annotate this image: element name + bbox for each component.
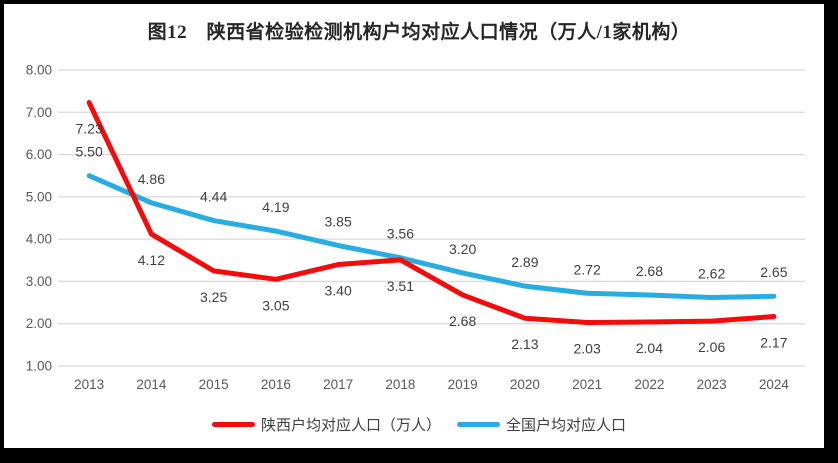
- x-tick-label: 2014: [136, 377, 167, 392]
- data-label-shaanxi: 3.05: [262, 297, 289, 313]
- data-label-shaanxi: 7.23: [76, 121, 103, 137]
- data-label-shaanxi: 2.17: [760, 335, 787, 351]
- x-tick-label: 2019: [448, 377, 478, 392]
- data-label-national: 3.20: [449, 241, 476, 257]
- data-label-shaanxi: 4.12: [138, 252, 165, 268]
- data-label-shaanxi: 2.03: [574, 340, 601, 356]
- national-line-swatch: [457, 422, 500, 427]
- data-label-national: 2.65: [760, 264, 787, 280]
- photo-border-top: [0, 0, 838, 4]
- y-tick-label: 5.00: [26, 189, 52, 204]
- photo-border-bottom: [0, 448, 838, 463]
- data-label-national: 2.62: [698, 265, 725, 281]
- data-label-national: 2.72: [574, 261, 601, 277]
- data-label-shaanxi: 2.06: [698, 339, 725, 355]
- legend-label-shaanxi: 陕西户均对应人口（万人）: [260, 417, 441, 434]
- data-label-shaanxi: 3.25: [200, 289, 227, 305]
- y-tick-label: 7.00: [26, 105, 52, 120]
- series-line-national: [86, 173, 777, 300]
- data-label-shaanxi: 2.04: [636, 340, 663, 356]
- x-tick-label: 2018: [385, 377, 415, 392]
- chart-title: 图12 陕西省检验检测机构户均对应人口情况（万人/1家机构）: [147, 22, 691, 43]
- data-label-national: 3.85: [325, 213, 352, 229]
- y-tick-label: 2.00: [26, 316, 52, 331]
- y-tick-label: 3.00: [26, 274, 52, 289]
- data-label-national: 4.86: [138, 171, 165, 187]
- legend-item-shaanxi: 陕西户均对应人口（万人）: [211, 414, 441, 435]
- y-tick-label: 1.00: [26, 359, 52, 374]
- x-tick-label: 2023: [697, 377, 727, 392]
- y-tick-label: 8.00: [26, 63, 52, 78]
- x-tick-label: 2022: [634, 377, 664, 392]
- data-label-shaanxi: 3.40: [325, 283, 352, 299]
- data-label-shaanxi: 2.13: [511, 336, 538, 352]
- photo-border-left: [0, 0, 4, 463]
- data-label-national: 5.50: [76, 144, 103, 160]
- photo-border-right: [824, 0, 838, 463]
- data-label-national: 2.89: [511, 254, 538, 270]
- data-label-national: 4.19: [262, 199, 289, 215]
- data-label-national: 2.68: [636, 263, 663, 279]
- x-tick-label: 2013: [74, 377, 104, 392]
- x-tick-label: 2020: [510, 377, 540, 392]
- legend: 陕西户均对应人口（万人） 全国户均对应人口: [0, 414, 838, 435]
- x-tick-label: 2015: [199, 377, 229, 392]
- legend-item-national: 全国户均对应人口: [457, 414, 626, 435]
- x-tick-label: 2016: [261, 377, 291, 392]
- series-line-shaanxi: [86, 100, 777, 325]
- data-label-national: 3.56: [387, 226, 414, 242]
- x-tick-label: 2021: [572, 377, 602, 392]
- y-tick-label: 4.00: [26, 232, 52, 247]
- x-tick-label: 2017: [323, 377, 353, 392]
- shaanxi-line-swatch: [211, 422, 255, 427]
- y-tick-label: 6.00: [26, 147, 52, 162]
- x-tick-label: 2024: [759, 377, 790, 392]
- data-label-shaanxi: 3.51: [387, 278, 414, 294]
- legend-label-national: 全国户均对应人口: [506, 417, 627, 434]
- data-label-national: 4.44: [200, 189, 227, 205]
- data-label-shaanxi: 2.68: [449, 313, 476, 329]
